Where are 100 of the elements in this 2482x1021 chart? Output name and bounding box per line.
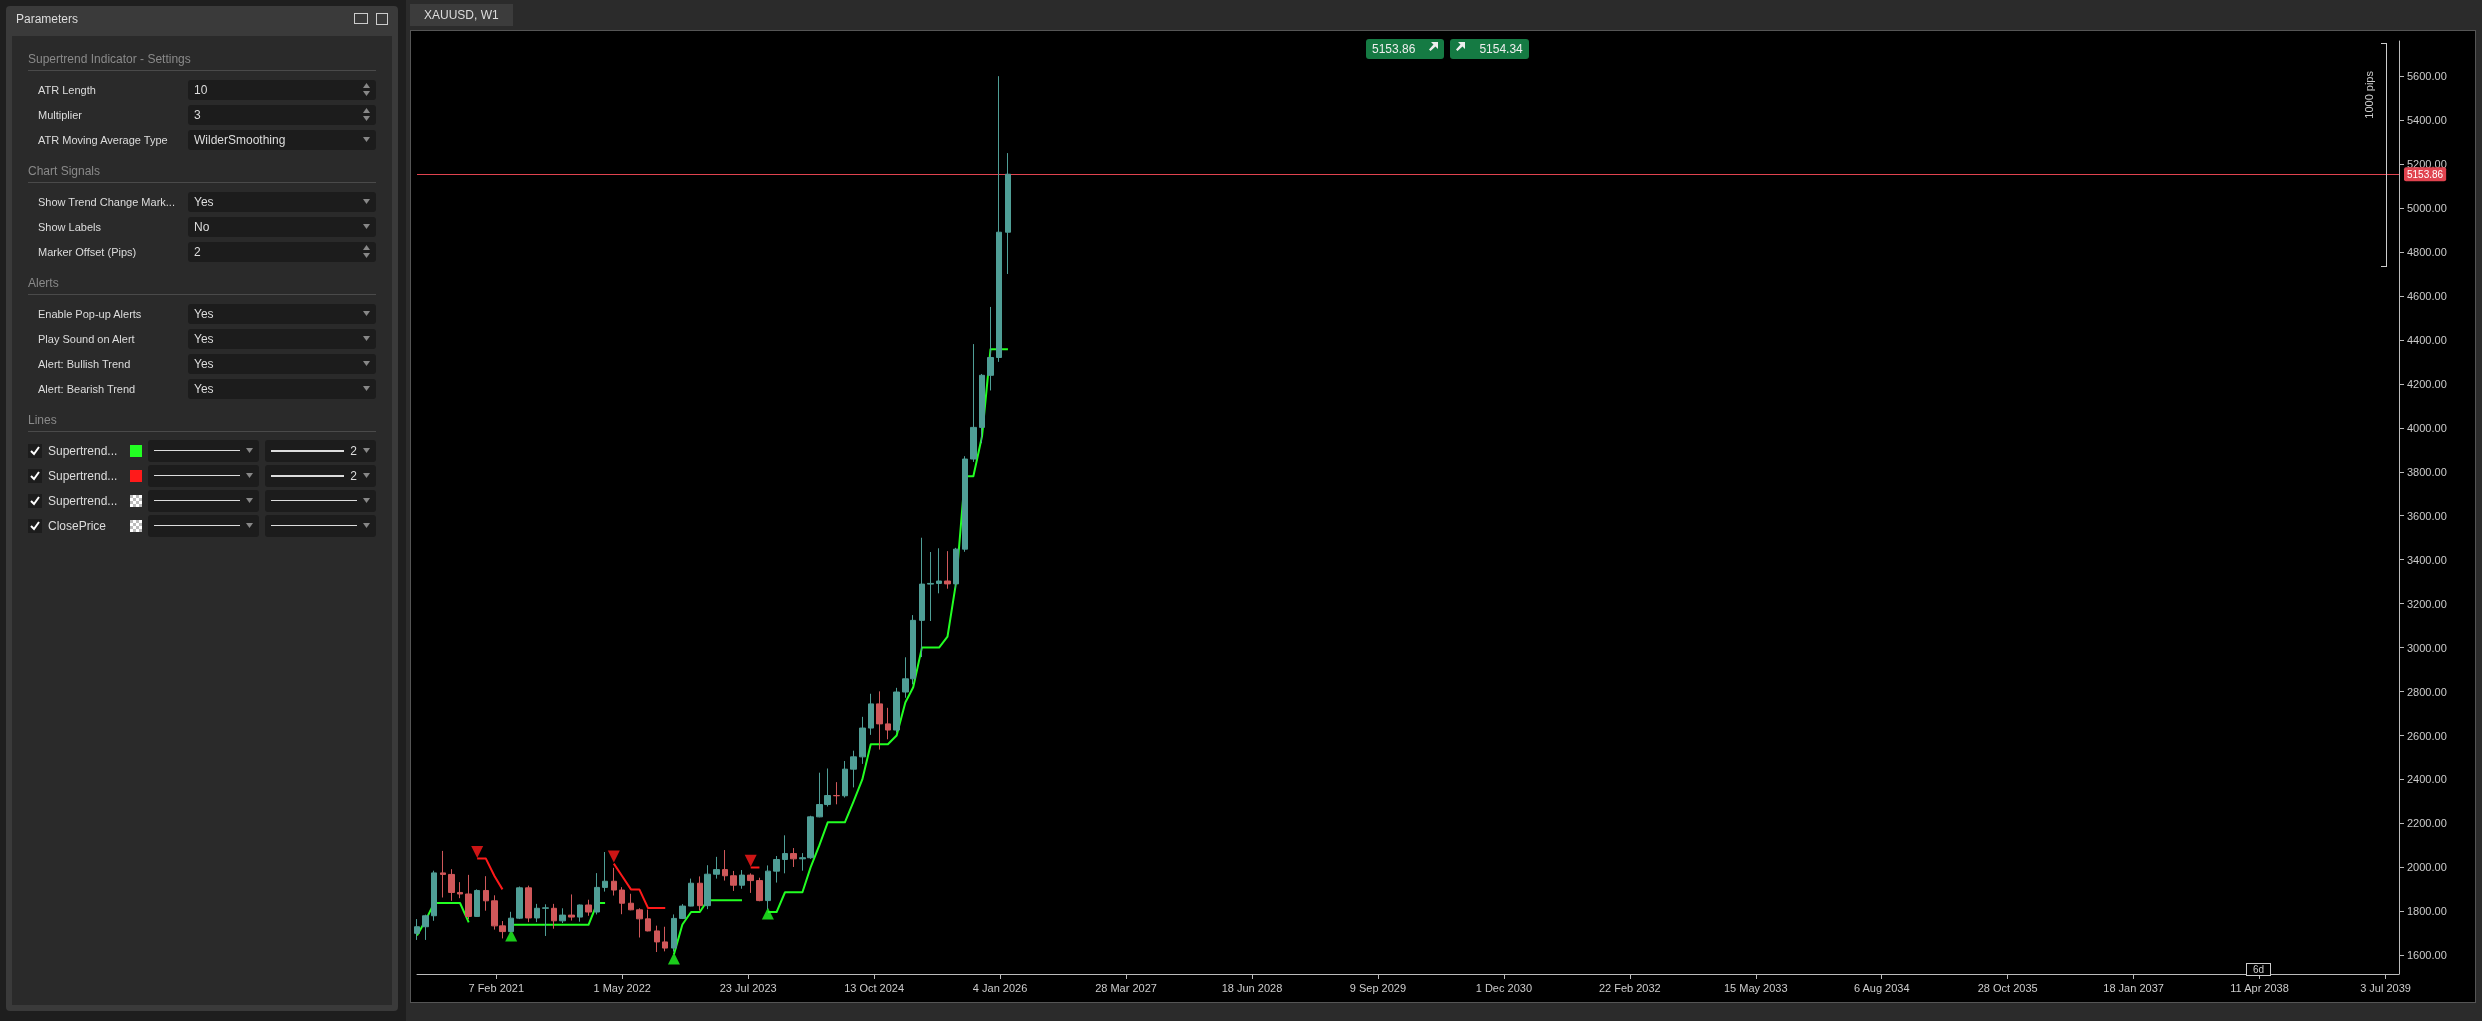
y-tick-label: 2000.00	[2407, 861, 2447, 874]
candlestick	[868, 693, 874, 736]
candlestick	[594, 872, 600, 915]
text: 2	[350, 468, 357, 483]
x-tick-label: 23 Jul 2023	[719, 981, 777, 994]
candlestick	[422, 914, 429, 941]
candlestick	[722, 849, 728, 882]
text: Show Trend Change Mark...	[38, 195, 176, 208]
candlestick	[730, 870, 737, 892]
candlestick	[440, 850, 446, 899]
candlestick	[525, 885, 532, 923]
text: 2	[194, 244, 201, 259]
annotation: 6d	[2246, 963, 2272, 976]
x-tick-label: 4 Jan 2026	[972, 981, 1028, 994]
text: Supertrend...	[48, 468, 119, 483]
text: Alert: Bearish Trend	[38, 382, 137, 395]
x-tick-label: 1 May 2022	[593, 981, 651, 994]
y-tick-label: 5600.00	[2407, 70, 2447, 83]
candlestick	[953, 547, 959, 590]
x-tick-label: 1 Dec 2030	[1475, 981, 1532, 994]
candlestick	[833, 781, 840, 805]
text: No	[194, 219, 210, 234]
y-tick-label: 2600.00	[2407, 729, 2447, 742]
text: Yes	[194, 331, 214, 346]
text: ATR Length	[38, 83, 97, 96]
candlestick	[542, 903, 549, 937]
text: Multiplier	[38, 108, 83, 121]
candlestick	[671, 913, 677, 953]
text: Yes	[194, 381, 214, 396]
text: Show Labels	[38, 220, 102, 233]
y-tick-label: 2200.00	[2407, 817, 2447, 830]
x-tick-label: 6 Aug 2034	[1853, 981, 1910, 994]
y-tick-label: 3000.00	[2407, 641, 2447, 654]
text: ATR Moving Average Type	[38, 133, 169, 146]
candlestick	[645, 909, 651, 932]
y-tick-label: 5000.00	[2407, 202, 2447, 215]
candlestick	[559, 907, 566, 924]
text: 10	[194, 82, 208, 97]
candlestick	[654, 925, 660, 953]
candlestick	[765, 864, 771, 910]
y-tick-label: 4800.00	[2407, 246, 2447, 258]
x-tick-label: 11 Apr 2038	[2230, 981, 2289, 994]
candlestick	[568, 893, 575, 922]
x-tick-label: 7 Feb 2021	[468, 981, 525, 994]
text: Supertrend...	[48, 443, 119, 458]
point	[667, 952, 680, 965]
x-tick-label: 28 Oct 2035	[1977, 981, 2038, 994]
x-tick-label: 13 Oct 2024	[844, 981, 905, 994]
x-tick-label: 22 Feb 2032	[1598, 981, 1661, 994]
y-tick-label: 4000.00	[2407, 421, 2447, 434]
y-tick-label: 1800.00	[2407, 905, 2447, 918]
x-tick-label: 28 Mar 2027	[1095, 981, 1157, 994]
text: Chart Signals	[28, 164, 376, 183]
chart-title: XAUUSD, W1	[410, 4, 513, 26]
candlestick	[996, 75, 1002, 363]
ref-line-label: 5153.86	[2407, 168, 2444, 180]
candlestick	[927, 551, 934, 622]
candlestick	[713, 856, 720, 880]
candlestick	[1005, 152, 1011, 275]
candlestick	[431, 870, 437, 922]
candlestick	[850, 750, 857, 788]
text: Marker Offset (Pips)	[38, 245, 138, 258]
candlestick	[551, 903, 557, 930]
candlestick	[970, 343, 977, 463]
y-tick-label: 2800.00	[2407, 685, 2447, 698]
y-tick-label: 4200.00	[2407, 377, 2447, 390]
text: 2	[350, 443, 357, 458]
candlestick	[987, 306, 994, 391]
text: ClosePrice	[48, 518, 108, 533]
x-tick-label: 9 Sep 2029	[1349, 981, 1407, 994]
candlestick	[739, 869, 745, 890]
candlestick	[516, 886, 523, 920]
candlestick	[936, 547, 942, 594]
candlestick	[636, 907, 643, 939]
text: 3	[194, 107, 201, 122]
x-tick-label: 18 Jan 2037	[2103, 981, 2164, 994]
candlestick	[465, 874, 472, 920]
candlestick	[577, 904, 583, 923]
text: Enable Pop-up Alerts	[38, 307, 143, 320]
point	[471, 846, 484, 859]
candlestick	[944, 550, 951, 590]
point	[744, 854, 757, 867]
candlestick	[534, 903, 540, 923]
candlestick	[962, 455, 968, 553]
y-tick-label: 2400.00	[2407, 773, 2447, 786]
candlestick	[619, 886, 625, 915]
text: Alert: Bullish Trend	[38, 357, 132, 370]
point	[607, 850, 620, 863]
candlestick	[448, 868, 455, 902]
text: Yes	[194, 306, 214, 321]
annotation: 5153.86	[1372, 42, 1416, 56]
candlestick	[697, 875, 703, 911]
text: Supertrend...	[48, 493, 119, 508]
candlestick	[662, 926, 668, 952]
text: Yes	[194, 194, 214, 209]
y-tick-label: 4600.00	[2407, 289, 2447, 302]
candlestick	[842, 760, 848, 799]
candlestick	[611, 867, 617, 897]
y-tick-label: 3200.00	[2407, 597, 2447, 610]
y-tick-label: 5400.00	[2407, 114, 2447, 127]
